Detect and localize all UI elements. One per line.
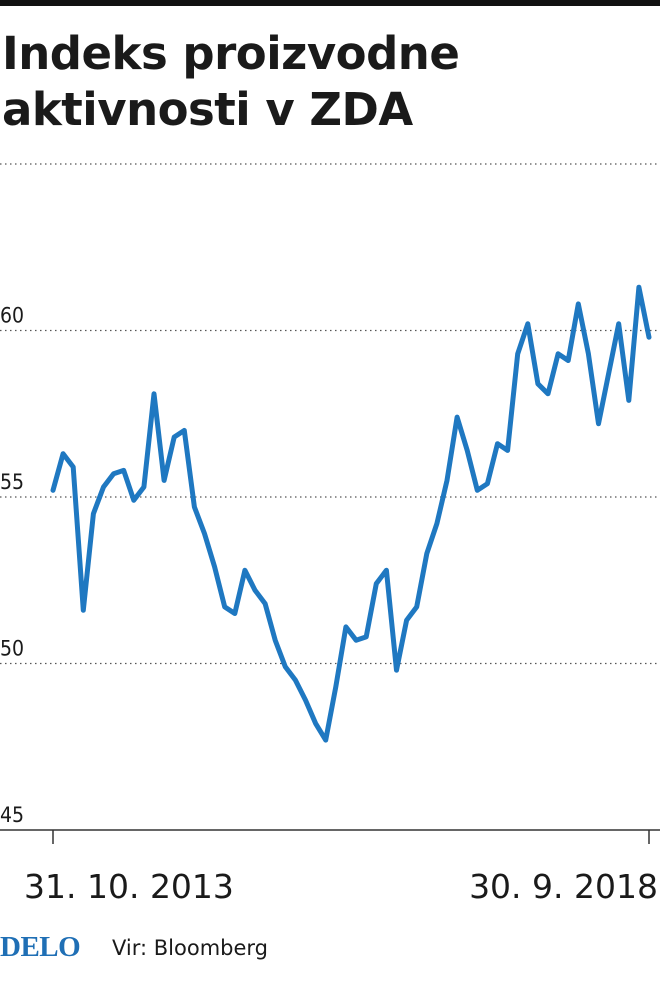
chart-title: Indeks proizvodne aktivnosti v ZDA bbox=[2, 27, 460, 136]
x-tick-label: 30. 9. 2018 bbox=[469, 867, 658, 900]
line-chart: 45 50 55 60 31. 10. 2013 30. 9. 2018 bbox=[0, 163, 660, 900]
x-tick-label: 31. 10. 2013 bbox=[24, 867, 234, 900]
y-tick-label: 50 bbox=[0, 637, 24, 661]
footer: DELO Vir: Bloomberg bbox=[0, 928, 660, 968]
delo-logo: DELO bbox=[0, 931, 81, 963]
y-tick-label: 55 bbox=[0, 470, 24, 494]
y-tick-label: 60 bbox=[0, 304, 24, 328]
series-line bbox=[50, 284, 652, 743]
source-note: Vir: Bloomberg bbox=[112, 936, 268, 960]
y-tick-label: 45 bbox=[0, 803, 24, 827]
top-rule bbox=[0, 0, 660, 6]
